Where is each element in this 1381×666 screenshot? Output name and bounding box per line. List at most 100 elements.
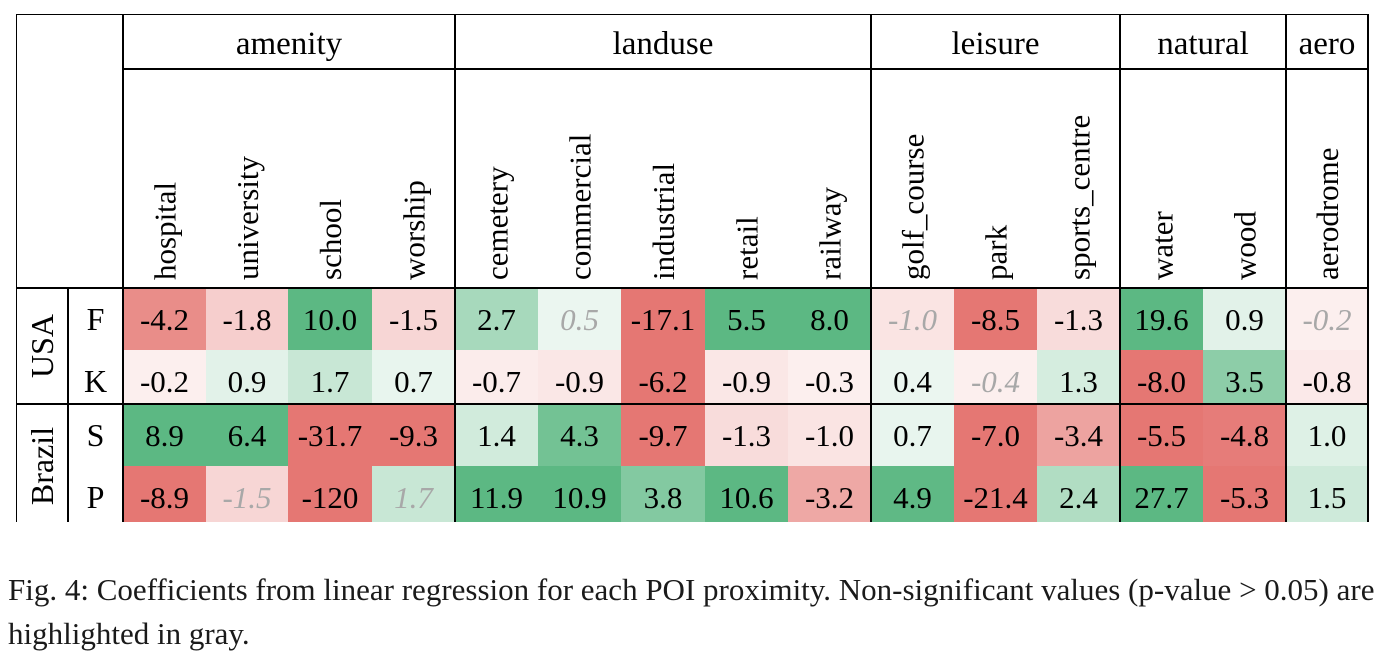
column-header: wood bbox=[1228, 211, 1263, 280]
cell-value: 4.9 bbox=[893, 480, 932, 515]
cell-value: -3.4 bbox=[1054, 418, 1104, 453]
heatmap-cell bbox=[206, 404, 288, 466]
heatmap-cell bbox=[206, 288, 288, 350]
column-header: university bbox=[230, 156, 265, 280]
heatmap-cell bbox=[871, 288, 954, 350]
heatmap-cell bbox=[954, 404, 1037, 466]
cell-value: 1.7 bbox=[394, 480, 434, 515]
heatmap-cell bbox=[538, 350, 621, 412]
cell-value: -8.9 bbox=[140, 480, 189, 515]
heatmap-cell bbox=[1203, 404, 1286, 466]
cell-value: -17.1 bbox=[631, 302, 696, 337]
cell-value: 3.5 bbox=[1225, 364, 1264, 399]
cell-value: -1.3 bbox=[1054, 302, 1103, 337]
heatmap-cell bbox=[621, 288, 705, 350]
heatmap-cell bbox=[1203, 466, 1286, 522]
heatmap-cell bbox=[954, 466, 1037, 522]
heatmap-cell bbox=[1120, 288, 1203, 350]
cell-value: 0.5 bbox=[560, 302, 599, 337]
heatmap-cell bbox=[705, 466, 788, 522]
cell-value: 0.4 bbox=[893, 364, 932, 399]
group-header: natural bbox=[1157, 26, 1249, 62]
cell-value: 8.0 bbox=[810, 302, 849, 337]
heatmap-cell bbox=[538, 404, 621, 466]
heatmap-cell bbox=[788, 466, 871, 522]
group-header: landuse bbox=[613, 26, 714, 62]
cell-value: -1.3 bbox=[722, 418, 771, 453]
row-label: K bbox=[84, 363, 107, 399]
cell-value: -1.0 bbox=[805, 418, 854, 453]
cell-value: -4.2 bbox=[140, 302, 189, 337]
cell-value: -0.7 bbox=[472, 364, 521, 399]
cell-value: 2.4 bbox=[1059, 480, 1098, 515]
cell-value: 11.9 bbox=[470, 480, 523, 515]
cell-value: -1.5 bbox=[389, 302, 438, 337]
heatmap-cell bbox=[871, 466, 954, 522]
heatmap-cell bbox=[1037, 288, 1120, 350]
heatmap-cell bbox=[1286, 350, 1368, 412]
cell-value: 1.7 bbox=[311, 364, 350, 399]
cell-value: 1.5 bbox=[1308, 480, 1347, 515]
cell-value: 10.9 bbox=[552, 480, 606, 515]
heatmap-cell bbox=[621, 466, 705, 522]
cell-value: 0.9 bbox=[228, 364, 267, 399]
row-group-label: USA bbox=[24, 314, 60, 378]
cell-value: 0.9 bbox=[1225, 302, 1264, 337]
cell-value: 8.9 bbox=[145, 418, 184, 453]
heatmap-cell bbox=[1037, 466, 1120, 522]
cell-value: 3.8 bbox=[644, 480, 683, 515]
cell-value: 0.7 bbox=[394, 364, 433, 399]
cell-value: -21.4 bbox=[963, 480, 1028, 515]
cell-value: -120 bbox=[302, 480, 359, 515]
heatmap-cell bbox=[1286, 404, 1368, 466]
cell-value: -3.2 bbox=[805, 480, 854, 515]
column-header: worship bbox=[397, 180, 432, 280]
column-header: industrial bbox=[646, 163, 681, 280]
column-header: retail bbox=[730, 216, 765, 280]
heatmap-cell bbox=[288, 466, 372, 522]
heatmap-cell bbox=[123, 466, 206, 522]
row-label: P bbox=[87, 479, 105, 515]
heatmap-cell bbox=[788, 288, 871, 350]
heatmap-cell bbox=[1120, 350, 1203, 412]
row-label: S bbox=[87, 417, 105, 453]
group-header: amenity bbox=[236, 26, 343, 62]
heatmap-cell bbox=[1037, 350, 1120, 412]
cell-value: 1.0 bbox=[1308, 418, 1347, 453]
heatmap-cell bbox=[705, 288, 788, 350]
heatmap-cell bbox=[954, 350, 1037, 412]
cell-value: -5.5 bbox=[1137, 418, 1186, 453]
group-header: leisure bbox=[952, 26, 1040, 62]
heatmap-cell bbox=[954, 288, 1037, 350]
heatmap-cell bbox=[123, 404, 206, 466]
cell-value: -0.3 bbox=[805, 364, 854, 399]
column-header: cemetery bbox=[480, 166, 515, 280]
cell-value: -31.7 bbox=[298, 418, 363, 453]
cell-value: 19.6 bbox=[1134, 302, 1188, 337]
heatmap-cell bbox=[1120, 404, 1203, 466]
heatmap-cell bbox=[206, 466, 288, 522]
heatmap-cell bbox=[288, 288, 372, 350]
heatmap-table: -4.2 -1.8 10.0 -1.5 2.7 0.5 -17.1 5.5 8.0 -1.0 -8.… bbox=[16, 14, 1369, 522]
column-header: golf_course bbox=[896, 134, 931, 280]
heatmap-cell bbox=[705, 350, 788, 412]
column-header: commercial bbox=[563, 134, 598, 280]
heatmap-cell bbox=[1203, 288, 1286, 350]
cell-value: 10.0 bbox=[303, 302, 357, 337]
heatmap-cell bbox=[372, 288, 455, 350]
heatmap-cell bbox=[1286, 466, 1368, 522]
heatmap-cell bbox=[871, 404, 954, 466]
column-header: school bbox=[313, 199, 348, 280]
heatmap-cell bbox=[455, 288, 538, 350]
heatmap-cell bbox=[372, 404, 455, 466]
heatmap-cell bbox=[621, 404, 705, 466]
cell-value: -6.2 bbox=[638, 364, 687, 399]
heatmap-cell bbox=[455, 466, 538, 522]
cell-value: 2.7 bbox=[477, 302, 516, 337]
heatmap-cell bbox=[788, 404, 871, 466]
cell-value: 10.6 bbox=[719, 480, 773, 515]
column-header: aerodrome bbox=[1310, 147, 1345, 280]
cell-value: -9.3 bbox=[389, 418, 438, 453]
heatmap-cell bbox=[455, 350, 538, 412]
